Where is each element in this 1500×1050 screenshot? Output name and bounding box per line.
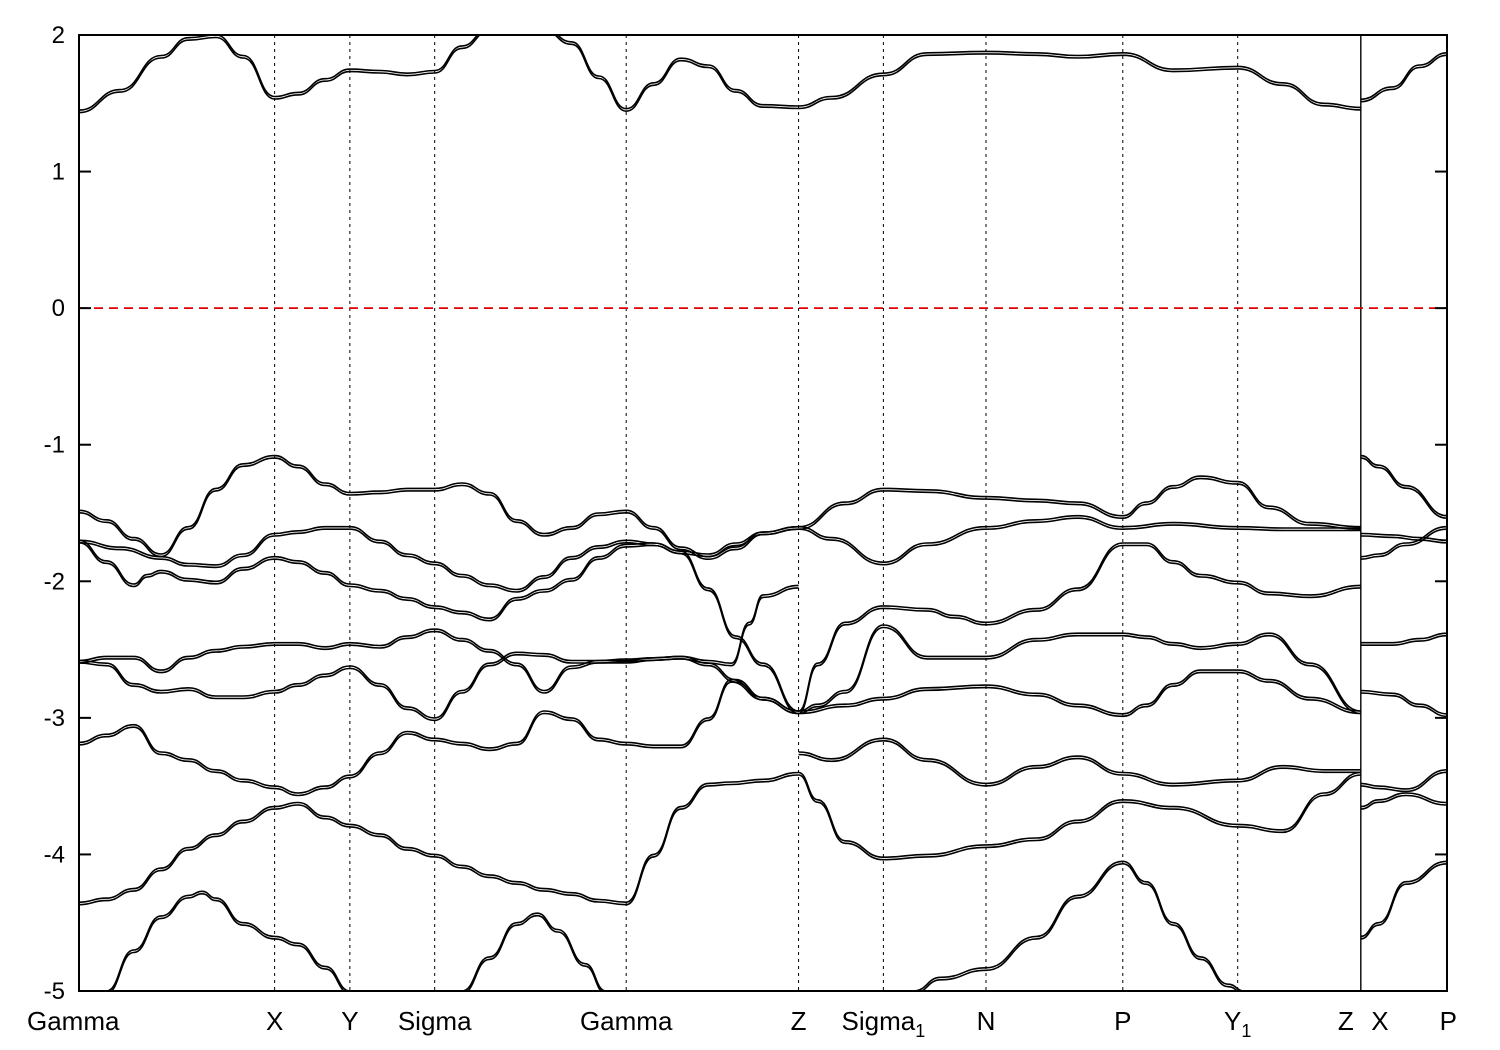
band-line	[798, 771, 1361, 858]
band-line	[1360, 689, 1447, 715]
x-tick-label: Sigma	[398, 1006, 472, 1036]
band-line	[1360, 52, 1447, 100]
band-line-split	[798, 740, 1361, 787]
x-tick-label: Gamma	[27, 1006, 120, 1036]
band-line	[798, 475, 1361, 528]
x-tick-label: X	[1371, 1006, 1388, 1036]
band-line-split	[1360, 54, 1447, 103]
band-line	[1360, 769, 1447, 790]
band-line	[1360, 525, 1447, 558]
band-line-split	[798, 517, 1361, 566]
x-tick-label: Y1	[1224, 1006, 1251, 1041]
band-line	[79, 678, 799, 794]
band-line	[79, 771, 799, 903]
x-tick-subscript: 1	[1241, 1021, 1251, 1041]
y-tick-label: 0	[52, 295, 65, 322]
band-line	[1360, 454, 1447, 517]
band-line-split	[920, 863, 1239, 991]
band-line	[913, 860, 1245, 991]
y-tick-label: -5	[44, 978, 65, 1005]
x-tick-label: P	[1440, 1006, 1457, 1036]
band-lines	[79, 35, 1447, 991]
band-line-split	[1360, 457, 1447, 519]
x-tick-label: Z	[791, 1006, 807, 1036]
band-line	[106, 890, 351, 991]
band-line	[798, 669, 1361, 715]
y-axis-ticks: 2 1 0 -1 -2 -3 -4 -5	[44, 22, 1447, 1005]
band-line-split	[1360, 794, 1447, 810]
y-tick-label: 1	[52, 159, 65, 186]
y-tick-label: -2	[44, 568, 65, 595]
band-line	[1360, 632, 1447, 644]
band-line	[79, 539, 1361, 712]
x-tick-label: Gamma	[580, 1006, 673, 1036]
band-line	[1360, 860, 1447, 938]
band-line-split	[798, 544, 1361, 715]
band-line-split	[1360, 692, 1447, 718]
x-tick-subscript: 1	[915, 1021, 925, 1041]
x-axis-ticks: Gamma X Y Sigma Gamma Z Sigma1 N P Y1 Z X P	[27, 1006, 1457, 1041]
y-tick-label: -4	[44, 841, 65, 868]
y-tick-label: -1	[44, 432, 65, 459]
band-line-split	[1360, 634, 1447, 646]
band-line-split	[798, 774, 1361, 861]
band-line-split	[1360, 863, 1447, 940]
band-line-split	[1360, 528, 1447, 560]
band-line	[1360, 792, 1447, 808]
band-line-split	[79, 587, 799, 694]
band-line-split	[798, 477, 1361, 530]
band-line	[461, 912, 606, 991]
x-tick-label: Z	[1338, 1006, 1354, 1036]
band-line-split	[79, 35, 799, 114]
band-line-split	[79, 542, 1361, 715]
y-tick-label: 2	[52, 22, 65, 49]
x-tick-label: Sigma1	[842, 1006, 926, 1041]
band-line-split	[798, 53, 1361, 111]
band-line	[798, 737, 1361, 785]
band-line-split	[79, 681, 799, 797]
x-tick-label: N	[977, 1006, 996, 1036]
band-line-split	[79, 654, 799, 722]
band-line	[798, 50, 1361, 109]
x-tick-label: P	[1114, 1006, 1131, 1036]
band-line-split	[110, 893, 346, 991]
x-tick-label: Y	[341, 1006, 358, 1036]
y-tick-label: -3	[44, 705, 65, 732]
band-line-split	[79, 457, 799, 560]
band-line-split	[79, 774, 799, 906]
band-line	[1360, 532, 1447, 542]
band-line	[79, 584, 799, 692]
band-line	[79, 651, 799, 719]
high-symmetry-lines	[274, 35, 1362, 991]
band-line-split	[466, 914, 603, 991]
band-line-split	[1360, 535, 1447, 544]
plot-frame	[78, 34, 1448, 992]
band-line-split	[1360, 771, 1447, 793]
band-line	[79, 525, 799, 591]
band-line	[79, 454, 799, 558]
band-line	[798, 542, 1361, 712]
x-tick-label: X	[266, 1006, 283, 1036]
